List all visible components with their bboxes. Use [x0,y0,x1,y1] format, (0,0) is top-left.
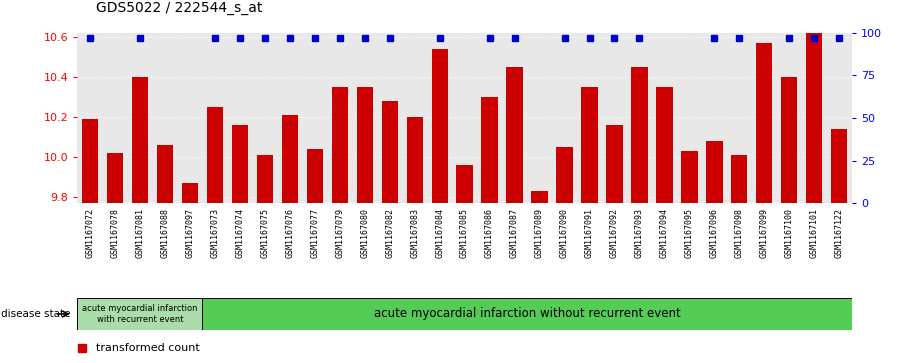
Text: GSM1167100: GSM1167100 [785,208,793,258]
Bar [107,153,123,203]
Text: transformed count: transformed count [96,343,200,353]
Bar [557,147,573,203]
Bar [332,87,348,203]
Bar [732,155,748,203]
Text: GSM1167083: GSM1167083 [410,208,419,258]
Text: GSM1167098: GSM1167098 [735,208,744,258]
Text: GSM1167089: GSM1167089 [535,208,544,258]
Text: GSM1167075: GSM1167075 [261,208,270,258]
Text: GSM1167099: GSM1167099 [760,208,769,258]
Bar [456,165,473,203]
Bar [756,43,773,203]
Bar [482,97,497,203]
Text: GSM1167096: GSM1167096 [710,208,719,258]
Text: GSM1167090: GSM1167090 [560,208,569,258]
Bar [631,67,648,203]
Text: GSM1167085: GSM1167085 [460,208,469,258]
Bar [181,183,198,203]
Bar [782,77,797,203]
Bar [82,119,98,203]
Bar [706,141,722,203]
Text: GSM1167082: GSM1167082 [385,208,394,258]
Text: GSM1167097: GSM1167097 [185,208,194,258]
Text: GSM1167088: GSM1167088 [160,208,169,258]
Bar [231,125,248,203]
Text: GSM1167078: GSM1167078 [110,208,119,258]
Bar [307,149,322,203]
Bar [581,87,598,203]
Bar [507,67,523,203]
Text: acute myocardial infarction without recurrent event: acute myocardial infarction without recu… [374,307,681,321]
Bar [132,77,148,203]
Text: GDS5022 / 222544_s_at: GDS5022 / 222544_s_at [96,0,262,15]
Text: GSM1167084: GSM1167084 [435,208,445,258]
Text: GSM1167101: GSM1167101 [810,208,819,258]
Text: GSM1167094: GSM1167094 [660,208,669,258]
Bar [806,7,823,203]
Text: GSM1167087: GSM1167087 [510,208,519,258]
Text: acute myocardial infarction
with recurrent event: acute myocardial infarction with recurre… [82,304,198,324]
Text: GSM1167095: GSM1167095 [685,208,694,258]
Text: GSM1167074: GSM1167074 [235,208,244,258]
Text: GSM1167081: GSM1167081 [136,208,144,258]
Text: GSM1167076: GSM1167076 [285,208,294,258]
Bar [656,87,672,203]
Bar [406,117,423,203]
Text: GSM1167072: GSM1167072 [86,208,95,258]
Text: disease state: disease state [1,309,70,319]
Text: GSM1167080: GSM1167080 [360,208,369,258]
Bar [531,191,548,203]
Text: GSM1167079: GSM1167079 [335,208,344,258]
Text: GSM1167091: GSM1167091 [585,208,594,258]
Bar [356,87,373,203]
Bar [207,107,223,203]
Text: GSM1167122: GSM1167122 [834,208,844,258]
Bar [432,49,447,203]
Text: GSM1167092: GSM1167092 [610,208,619,258]
Bar [257,155,273,203]
Bar [607,125,622,203]
Bar [77,298,202,330]
Text: GSM1167073: GSM1167073 [210,208,220,258]
Bar [157,145,173,203]
Bar [281,115,298,203]
Bar [831,129,847,203]
Bar [681,151,698,203]
Bar [382,101,398,203]
Bar [202,298,852,330]
Text: GSM1167093: GSM1167093 [635,208,644,258]
Text: GSM1167086: GSM1167086 [485,208,494,258]
Text: GSM1167077: GSM1167077 [311,208,319,258]
